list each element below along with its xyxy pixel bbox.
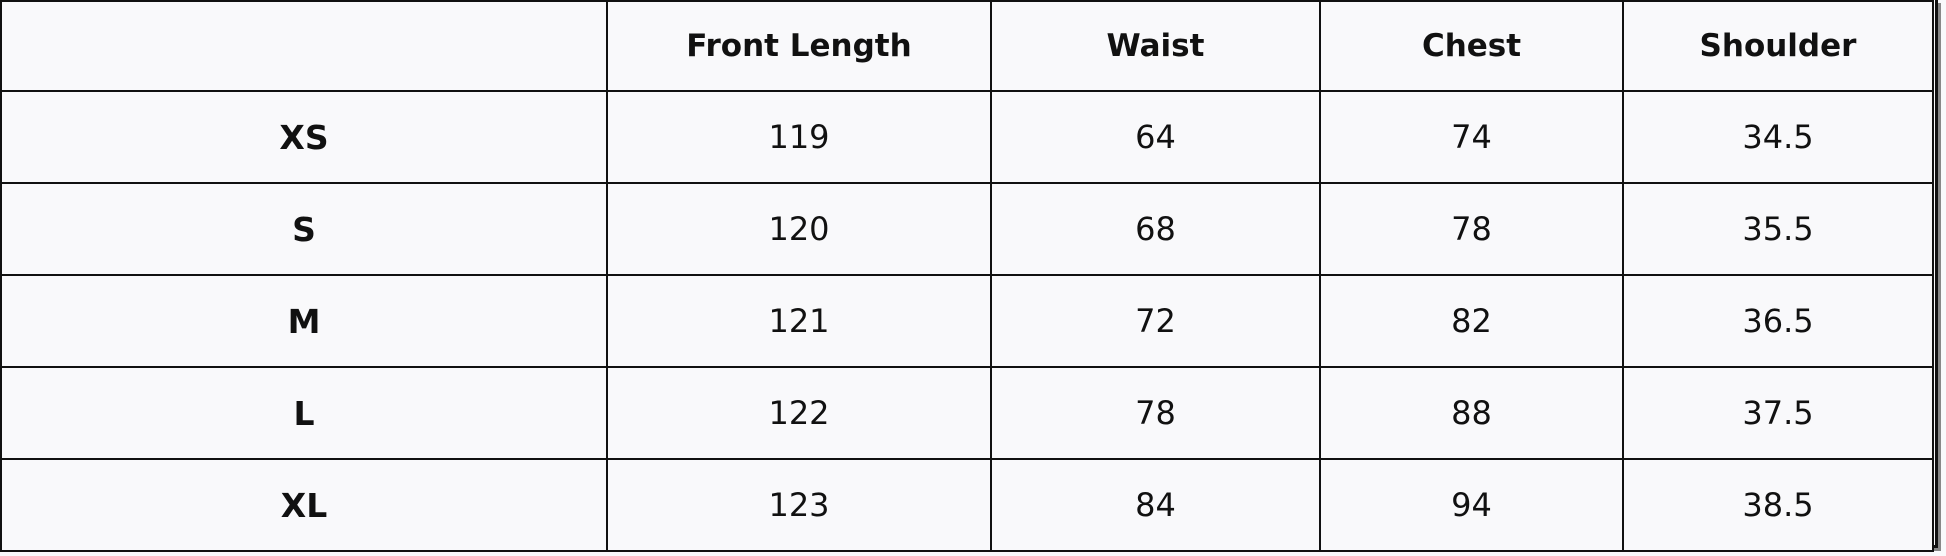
header-front-length: Front Length	[606, 0, 992, 92]
cell-shoulder: 36.5	[1622, 274, 1934, 368]
cell-waist: 68	[990, 182, 1321, 276]
cell-chest: 74	[1319, 90, 1624, 184]
cell-chest: 88	[1319, 366, 1624, 460]
cell-waist: 84	[990, 458, 1321, 552]
cell-front-length: 121	[606, 274, 992, 368]
cell-waist: 78	[990, 366, 1321, 460]
cell-waist: 72	[990, 274, 1321, 368]
table-row: M 121 72 82 36.5	[0, 274, 1934, 368]
cell-size: S	[0, 182, 608, 276]
cell-size: L	[0, 366, 608, 460]
cell-front-length: 119	[606, 90, 992, 184]
cell-shoulder: 34.5	[1622, 90, 1934, 184]
cell-shoulder: 37.5	[1622, 366, 1934, 460]
cell-size: XS	[0, 90, 608, 184]
table-row: XS 119 64 74 34.5	[0, 90, 1934, 184]
cell-front-length: 120	[606, 182, 992, 276]
cell-chest: 78	[1319, 182, 1624, 276]
table-row: L 122 78 88 37.5	[0, 366, 1934, 460]
cell-shoulder: 35.5	[1622, 182, 1934, 276]
cell-chest: 82	[1319, 274, 1624, 368]
header-row: Front Length Waist Chest Shoulder	[0, 0, 1934, 92]
cell-size: M	[0, 274, 608, 368]
header-waist: Waist	[990, 0, 1321, 92]
table-row: XL 123 84 94 38.5	[0, 458, 1934, 552]
header-shoulder: Shoulder	[1622, 0, 1934, 92]
cell-front-length: 122	[606, 366, 992, 460]
table-row: S 120 68 78 35.5	[0, 182, 1934, 276]
header-chest: Chest	[1319, 0, 1624, 92]
cell-chest: 94	[1319, 458, 1624, 552]
cell-waist: 64	[990, 90, 1321, 184]
cell-size: XL	[0, 458, 608, 552]
header-cell-corner	[0, 0, 608, 92]
cell-shoulder: 38.5	[1622, 458, 1934, 552]
cell-front-length: 123	[606, 458, 992, 552]
